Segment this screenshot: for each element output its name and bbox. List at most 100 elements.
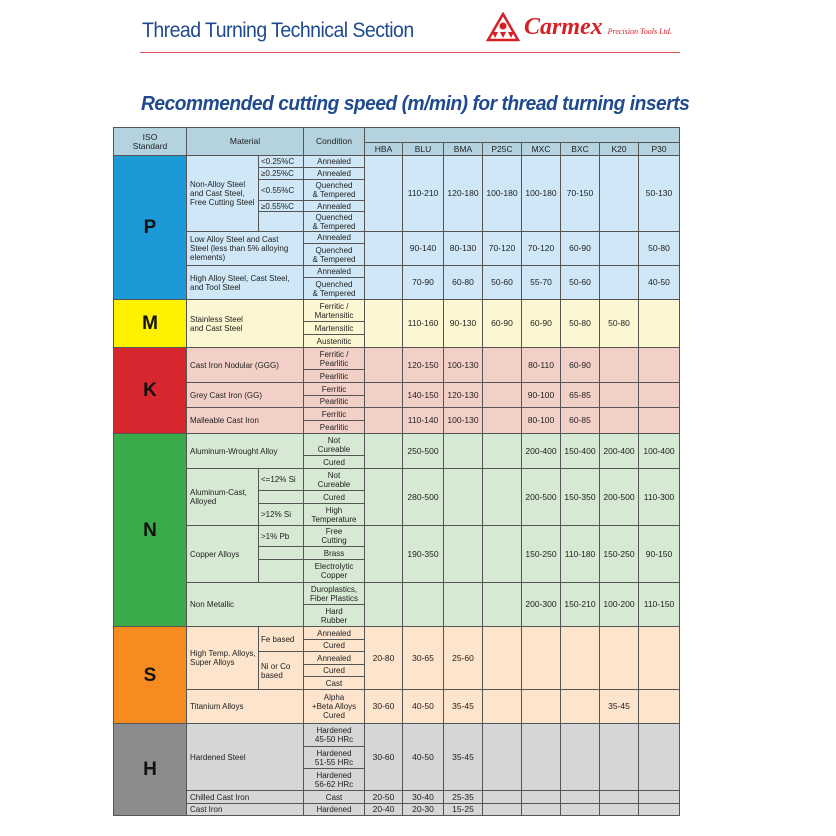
speed-blu: 30-40 (402, 790, 445, 804)
speed-p30: 40-50 (638, 265, 681, 300)
table-row: Low Alloy Steel and Cast Steel (less tha… (114, 231, 681, 266)
speed-k20 (599, 803, 640, 816)
speed-hba (364, 525, 404, 583)
speed-mxc: 80-100 (521, 407, 562, 434)
condition-cell: Annealed (303, 231, 366, 244)
header-material: Material (185, 127, 305, 156)
condition-cell: Cured (303, 455, 366, 469)
speed-p30 (638, 626, 681, 690)
condition-cell: Quenched & Tempered (303, 243, 366, 266)
speed-p30 (638, 689, 681, 724)
material-subtype: <0.25%C (257, 155, 305, 168)
speed-p30: 110-300 (638, 468, 681, 526)
cutting-speed-table: ISO Standard Material Condition HBA BLU BM… (113, 127, 681, 816)
material-subtype: >12% Si (257, 503, 305, 526)
table-row: High Alloy Steel, Cast Steel, and Tool S… (114, 265, 681, 300)
speed-bma (443, 582, 484, 627)
speed-mxc: 80-110 (521, 347, 562, 383)
speed-k20: 200-500 (599, 468, 640, 526)
condition-cell: Hardened 45-50 HRc (303, 723, 366, 747)
condition-cell: Cured (303, 639, 366, 652)
speed-bma: 25-35 (443, 790, 484, 804)
material-subtype: Ni or Co based (257, 651, 305, 690)
speed-bma: 35-45 (443, 689, 484, 724)
header-grade-p25c: P25C (482, 142, 523, 156)
table-row: K Cast Iron Nodular (GGG) Ferritic / Pearl… (113, 347, 681, 434)
table-row: Cured (114, 639, 680, 652)
condition-cell: High Temperature (303, 503, 366, 526)
condition-cell: Martensitic (303, 321, 366, 335)
condition-cell: Cast (303, 676, 366, 690)
speed-mxc: 60-90 (521, 299, 562, 348)
speed-hba (364, 468, 404, 526)
speed-bma: 90-130 (443, 299, 484, 348)
speed-p25c (482, 689, 523, 724)
header-grade-p30: P30 (638, 142, 681, 156)
speed-blu: 140-150 (402, 382, 445, 408)
header-grade-hba: HBA (364, 142, 404, 156)
condition-cell: Annealed (303, 265, 366, 278)
speed-p30 (638, 299, 681, 348)
condition-cell: Hardened 56-62 HRc (303, 768, 366, 791)
header-grade-bma: BMA (443, 142, 484, 156)
speed-mxc (521, 790, 562, 804)
table-row: Hard Rubber (114, 604, 680, 627)
speed-hba (364, 407, 404, 434)
table-row: Grey Cast Iron (GG) Ferritic 140-150 120-13… (114, 382, 681, 408)
header-rule (140, 52, 680, 53)
condition-cell: Pearlitic (303, 420, 366, 434)
condition-cell: Quenched & Tempered (303, 211, 366, 232)
speed-bxc: 150-210 (560, 582, 601, 627)
speed-hba: 20-80 (364, 626, 404, 690)
speed-bma: 100-130 (443, 347, 484, 383)
header-grade-bxc: BXC (560, 142, 601, 156)
speed-k20 (599, 231, 640, 266)
material-name: Cast Iron (185, 803, 305, 816)
speed-bma: 80-130 (443, 231, 484, 266)
speed-blu: 120-150 (402, 347, 445, 383)
speed-blu: 30-65 (402, 626, 445, 690)
speed-k20 (599, 155, 640, 232)
speed-hba (364, 299, 404, 348)
logo-wordmark: Carmex (524, 13, 603, 40)
speed-k20 (599, 265, 640, 300)
speed-p25c (482, 626, 523, 690)
material-subtype: <=12% Si (257, 468, 305, 491)
material-name: High Alloy Steel, Cast Steel, and Tool S… (185, 265, 305, 300)
speed-bxc (560, 723, 601, 791)
speed-hba (364, 231, 404, 266)
condition-cell: Ferritic / Martensitic (303, 299, 366, 322)
speed-hba: 20-40 (364, 803, 404, 816)
speed-bxc (560, 790, 601, 804)
condition-cell: Annealed (303, 155, 366, 168)
speed-p30: 100-400 (638, 433, 681, 469)
speed-blu: 250-500 (402, 433, 445, 469)
material-subtype: <0.55%C (257, 179, 305, 201)
table-row: Hardened 56-62 HRc (114, 768, 680, 791)
material-name: High Temp. Alloys, Super Alloys (186, 626, 259, 690)
speed-mxc: 90-100 (521, 382, 562, 408)
speed-mxc: 200-500 (521, 468, 562, 526)
condition-cell: Austenitic (303, 334, 366, 348)
speed-bxc: 150-350 (560, 468, 601, 526)
speed-p30 (638, 803, 681, 816)
iso-group-k: K (113, 347, 187, 434)
speed-k20 (599, 382, 640, 408)
condition-cell: Pearlitic (303, 395, 366, 408)
header-grade-blu: BLU (402, 142, 445, 156)
speed-blu: 190-350 (402, 525, 445, 583)
material-name: Hardened Steel (185, 723, 305, 791)
table-row: Austenitic (114, 334, 680, 348)
speed-bma (443, 525, 484, 583)
speed-k20 (599, 723, 640, 791)
speed-blu: 20-30 (402, 803, 445, 816)
material-name: Copper Alloys (186, 525, 259, 583)
speed-bma: 35-45 (443, 723, 484, 791)
speed-bma: 100-130 (443, 407, 484, 434)
speed-hba (364, 382, 404, 408)
speed-hba (364, 155, 404, 232)
speed-hba (364, 582, 404, 627)
speed-k20: 35-45 (599, 689, 640, 724)
table-row: Pearlitic (114, 420, 680, 434)
speed-mxc (521, 626, 562, 690)
